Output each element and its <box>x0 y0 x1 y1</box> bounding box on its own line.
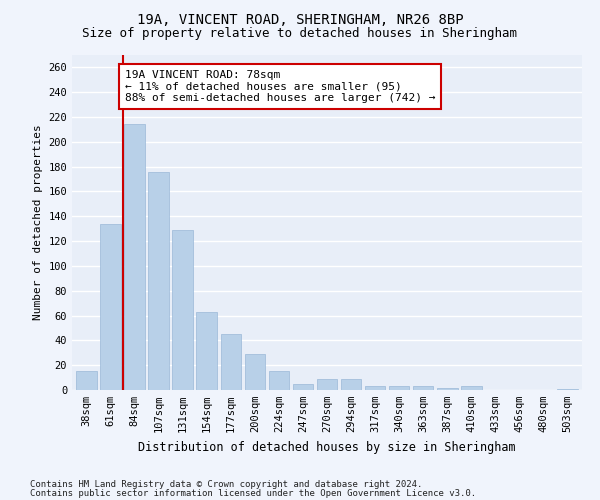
Bar <box>389 386 409 390</box>
Text: Contains public sector information licensed under the Open Government Licence v3: Contains public sector information licen… <box>30 488 476 498</box>
Bar <box>76 372 97 390</box>
Bar <box>461 386 482 390</box>
Bar <box>172 230 193 390</box>
Bar <box>148 172 169 390</box>
Bar <box>437 388 458 390</box>
Bar <box>269 372 289 390</box>
Bar <box>221 334 241 390</box>
Bar <box>365 386 385 390</box>
Text: 19A, VINCENT ROAD, SHERINGHAM, NR26 8BP: 19A, VINCENT ROAD, SHERINGHAM, NR26 8BP <box>137 12 463 26</box>
Text: Size of property relative to detached houses in Sheringham: Size of property relative to detached ho… <box>83 28 517 40</box>
Bar <box>124 124 145 390</box>
Y-axis label: Number of detached properties: Number of detached properties <box>33 124 43 320</box>
Bar <box>317 379 337 390</box>
Bar <box>341 379 361 390</box>
Bar <box>100 224 121 390</box>
Bar <box>557 389 578 390</box>
Bar <box>196 312 217 390</box>
Text: Contains HM Land Registry data © Crown copyright and database right 2024.: Contains HM Land Registry data © Crown c… <box>30 480 422 489</box>
Bar <box>245 354 265 390</box>
Text: 19A VINCENT ROAD: 78sqm
← 11% of detached houses are smaller (95)
88% of semi-de: 19A VINCENT ROAD: 78sqm ← 11% of detache… <box>125 70 436 103</box>
Bar <box>413 386 433 390</box>
Bar <box>293 384 313 390</box>
X-axis label: Distribution of detached houses by size in Sheringham: Distribution of detached houses by size … <box>138 440 516 454</box>
